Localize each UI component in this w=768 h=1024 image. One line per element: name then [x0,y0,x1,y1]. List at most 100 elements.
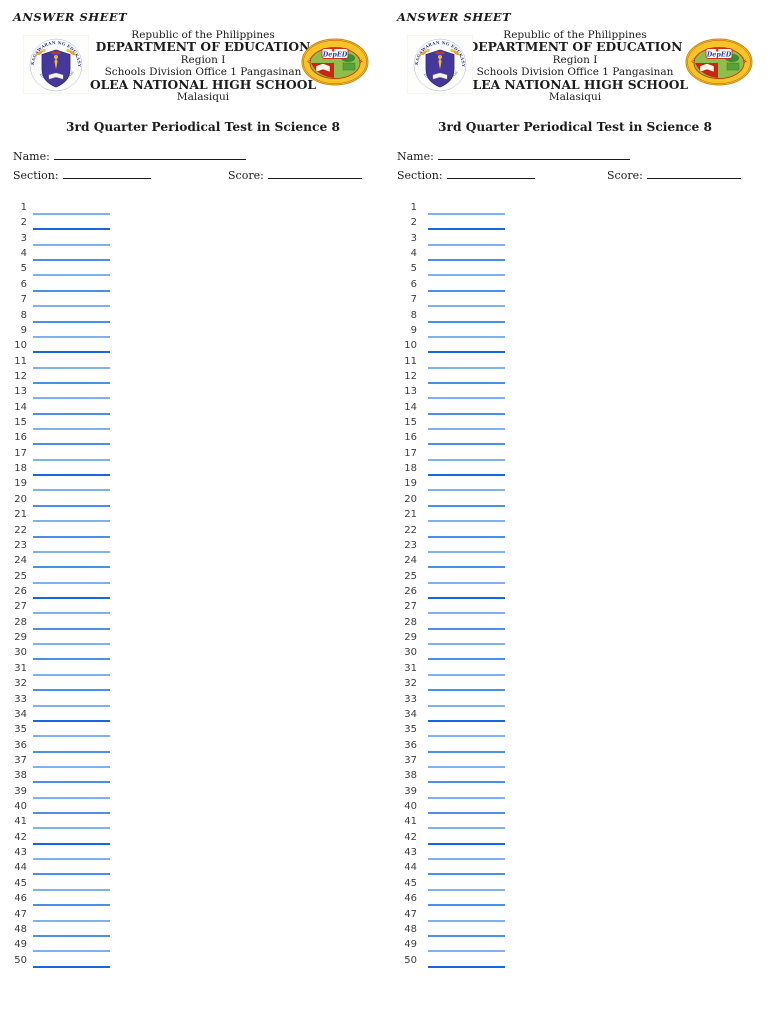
answer-blank-line [33,704,110,707]
answer-row: 24 [400,555,530,570]
answer-row: 4 [10,248,140,263]
answer-row: 18 [10,463,140,478]
answer-number: 10 [404,340,417,352]
answer-blank-line [428,474,505,477]
answer-row: 35 [400,724,530,739]
answer-number: 5 [20,263,27,275]
section-label: Section: [397,169,443,182]
answer-blank-line [428,535,505,538]
answer-number: 2 [20,217,27,229]
letterhead-division: Schools Division Office 1 Pangasinan [104,66,302,79]
answer-row: 37 [10,755,140,770]
letterhead-republic: Republic of the Philippines [131,29,275,41]
answer-number: 6 [410,278,417,290]
answer-number: 28 [14,616,27,628]
answer-row: 6 [10,279,140,294]
answer-number: 17 [14,447,27,459]
answer-number: 11 [404,355,417,367]
answer-blank-line [33,335,110,338]
answer-number: 12 [14,370,27,382]
answer-number: 39 [404,785,417,797]
school-seal-deped-wordmark: DepED [705,48,733,59]
answer-number: 32 [14,678,27,690]
answer-blank-line [33,274,110,277]
answer-number: 21 [404,509,417,521]
answer-number: 46 [14,893,27,905]
answer-blank-line [428,243,505,246]
answer-number: 38 [14,770,27,782]
answer-blank-line [428,213,505,215]
answer-number: 49 [404,939,417,951]
answer-row: 1 [400,202,530,217]
answer-number: 26 [404,585,417,597]
name-label: Name: [397,150,434,163]
answer-number: 37 [404,754,417,766]
answer-row: 42 [400,832,530,847]
svg-text:DepED: DepED [322,50,348,58]
answer-number: 24 [14,555,27,567]
answer-sheet-heading: ANSWER SHEET [397,10,512,24]
test-title: 3rd Quarter Periodical Test in Science 8 [438,120,712,134]
answer-blank-line [33,428,110,431]
section-label: Section: [13,169,59,182]
answer-number: 30 [404,647,417,659]
test-title: 3rd Quarter Periodical Test in Science 8 [66,120,340,134]
answer-blank-line [428,581,505,584]
answer-row: 25 [400,571,530,586]
answer-row: 21 [10,509,140,524]
answer-sheet-heading: ANSWER SHEET [13,10,128,24]
answer-number: 7 [410,294,417,306]
answer-number: 37 [14,754,27,766]
answer-number: 8 [20,309,27,321]
answer-blank-line [428,627,505,630]
answer-blank-line [33,504,110,507]
answer-number: 13 [14,386,27,398]
answer-row: 28 [10,617,140,632]
answer-row: 16 [10,432,140,447]
score-blank-line [646,177,741,179]
answer-blank-line [33,827,110,830]
answer-number: 9 [410,324,417,336]
answer-row: 20 [10,494,140,509]
answer-number: 21 [14,509,27,521]
answer-blank-line [428,796,505,799]
answer-number: 50 [14,954,27,966]
answer-row: 37 [400,755,530,770]
answer-row: 26 [400,586,530,601]
answer-row: 11 [10,356,140,371]
answer-number: 18 [404,463,417,475]
answer-number: 13 [404,386,417,398]
answer-blank-line [33,735,110,738]
section-score-row: Section: Score: [13,169,365,182]
answer-blank-line [428,919,505,922]
answer-row: 48 [10,924,140,939]
score-field-group: Score: [607,169,741,182]
answer-number: 45 [404,877,417,889]
answer-blank-line [33,689,110,692]
answer-row: 8 [10,310,140,325]
answer-row: 39 [10,786,140,801]
answer-number: 5 [410,263,417,275]
answer-number: 9 [20,324,27,336]
answer-blank-line [33,381,110,384]
answer-blank-line [33,520,110,523]
school-seal-book-icon [699,63,715,73]
answer-number: 42 [404,831,417,843]
answer-row: 17 [400,448,530,463]
deped-seal-logo: KAGAWARAN NG EDUKASYON REPUBLIKA NG PILI… [407,35,473,94]
answer-number: 25 [404,570,417,582]
answer-blank-line [33,458,110,461]
answer-number: 39 [14,785,27,797]
answer-row: 10 [10,340,140,355]
answer-blank-line [33,596,110,599]
answer-number: 41 [404,816,417,828]
answer-row: 41 [10,816,140,831]
answer-blank-line [428,397,505,400]
answer-row: 46 [400,893,530,908]
answer-blank-line [33,474,110,477]
answer-number: 34 [14,708,27,720]
score-label: Score: [228,169,264,182]
answer-blank-line [33,566,110,569]
answer-blank-line [33,904,110,907]
